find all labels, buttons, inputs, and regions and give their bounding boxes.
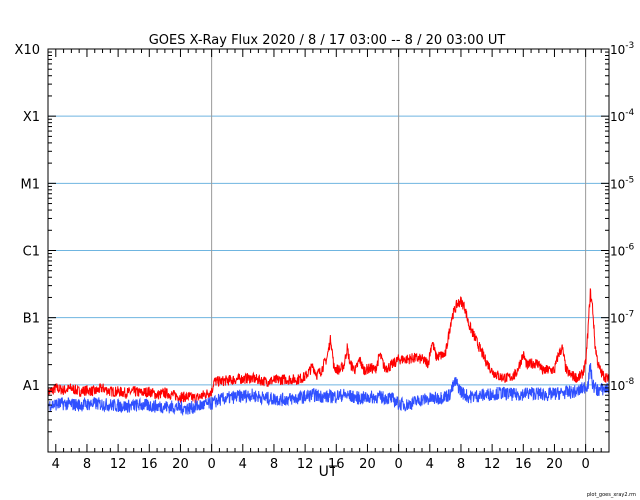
left-axis-label: B1 bbox=[23, 312, 40, 327]
right-axis-label: 10-4 bbox=[610, 108, 635, 124]
right-axis-labels: 10-3 10-4 10-5 10-6 10-7 10-8 bbox=[610, 41, 635, 393]
x-tick-label: 8 bbox=[270, 457, 278, 472]
right-axis-label: 10-8 bbox=[610, 377, 635, 393]
x-tick-label: 16 bbox=[141, 457, 158, 472]
x-tick-label: 4 bbox=[52, 457, 60, 472]
axis-ticks bbox=[47, 49, 610, 453]
class-gridlines bbox=[48, 115, 609, 386]
x-tick-label: 0 bbox=[207, 457, 215, 472]
series-layer bbox=[47, 288, 610, 417]
left-axis-label: C1 bbox=[23, 245, 40, 260]
x-tick-label: 20 bbox=[172, 457, 189, 472]
series-line-long-channel bbox=[47, 288, 610, 405]
left-axis-label: A1 bbox=[23, 379, 40, 394]
right-axis-label: 10-6 bbox=[610, 243, 635, 259]
right-axis-label: 10-3 bbox=[610, 41, 634, 57]
x-tick-label: 16 bbox=[328, 457, 345, 472]
x-tick-label: 12 bbox=[110, 457, 127, 472]
x-tick-label: 0 bbox=[581, 457, 589, 472]
x-axis-label: UT bbox=[319, 464, 338, 480]
right-axis-label: 10-5 bbox=[610, 175, 634, 191]
x-tick-label: 20 bbox=[359, 457, 376, 472]
x-tick-label: 12 bbox=[297, 457, 314, 472]
x-tick-label: 8 bbox=[83, 457, 91, 472]
chart-title: GOES X-Ray Flux 2020 / 8 / 17 03:00 -- 8… bbox=[149, 33, 506, 48]
footer-note: plot_goes_xray2.rm bbox=[587, 492, 636, 498]
x-tick-label: 20 bbox=[546, 457, 563, 472]
day-boundary-lines bbox=[211, 49, 587, 452]
x-tick-label: 12 bbox=[484, 457, 501, 472]
x-axis-tick-labels: 4 8 12 16 20 0 4 8 12 16 20 0 4 8 12 16 20 0 bbox=[52, 457, 590, 472]
x-tick-label: 4 bbox=[239, 457, 247, 472]
x-tick-label: 8 bbox=[457, 457, 465, 472]
left-axis-label: X10 bbox=[15, 43, 40, 58]
series-line-short-channel bbox=[47, 363, 610, 417]
x-tick-label: 4 bbox=[426, 457, 434, 472]
left-axis-label: M1 bbox=[21, 177, 41, 192]
x-tick-label: 0 bbox=[394, 457, 402, 472]
left-axis-label: X1 bbox=[23, 110, 40, 125]
right-axis-label: 10-7 bbox=[610, 310, 634, 326]
x-tick-label: 16 bbox=[515, 457, 532, 472]
left-axis-labels: X10 X1 M1 C1 B1 A1 bbox=[15, 43, 40, 394]
